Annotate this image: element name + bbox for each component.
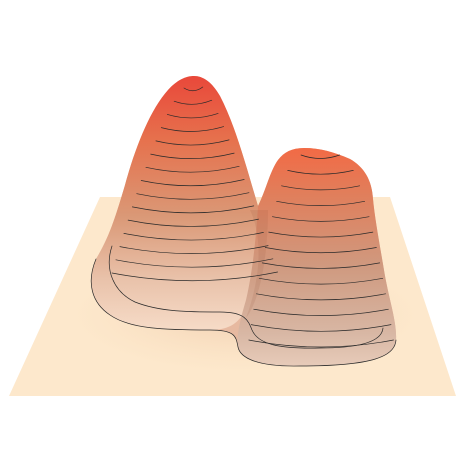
contour-line-right (261, 262, 381, 269)
contour-line-left (119, 245, 269, 254)
contour-line-right (253, 308, 389, 316)
contour-line-left (183, 86, 204, 92)
contour-line-left (155, 139, 230, 146)
contour-line-right (300, 154, 340, 159)
contour-line-right (256, 293, 386, 301)
valley-shade (246, 210, 268, 318)
contour-line-right (281, 185, 361, 191)
contour-line-base (90, 258, 397, 367)
contour-line-right (250, 324, 392, 332)
contour-line-right (248, 339, 394, 348)
contour-line-left (166, 113, 219, 119)
contour-line-right (276, 200, 366, 206)
contour-line-left (160, 126, 225, 132)
contour-line-left (173, 99, 213, 105)
contour-line-right (258, 277, 384, 285)
contour-line-right (264, 247, 377, 254)
contour-line-base (108, 245, 384, 349)
contour-line-left (140, 179, 245, 187)
contour-line-left (115, 258, 274, 268)
contour-line-right (268, 231, 374, 238)
contour-line-right (272, 216, 370, 222)
contour-line-left (131, 205, 255, 214)
contour-line-left (127, 218, 259, 227)
contour-line-left (123, 232, 264, 241)
contour-line-left (136, 192, 250, 200)
contour-line-right (287, 170, 354, 175)
contour-line-left (150, 152, 235, 159)
contour-line-left (145, 165, 240, 173)
contour-line-left (111, 271, 278, 282)
contour-lines (90, 86, 397, 367)
